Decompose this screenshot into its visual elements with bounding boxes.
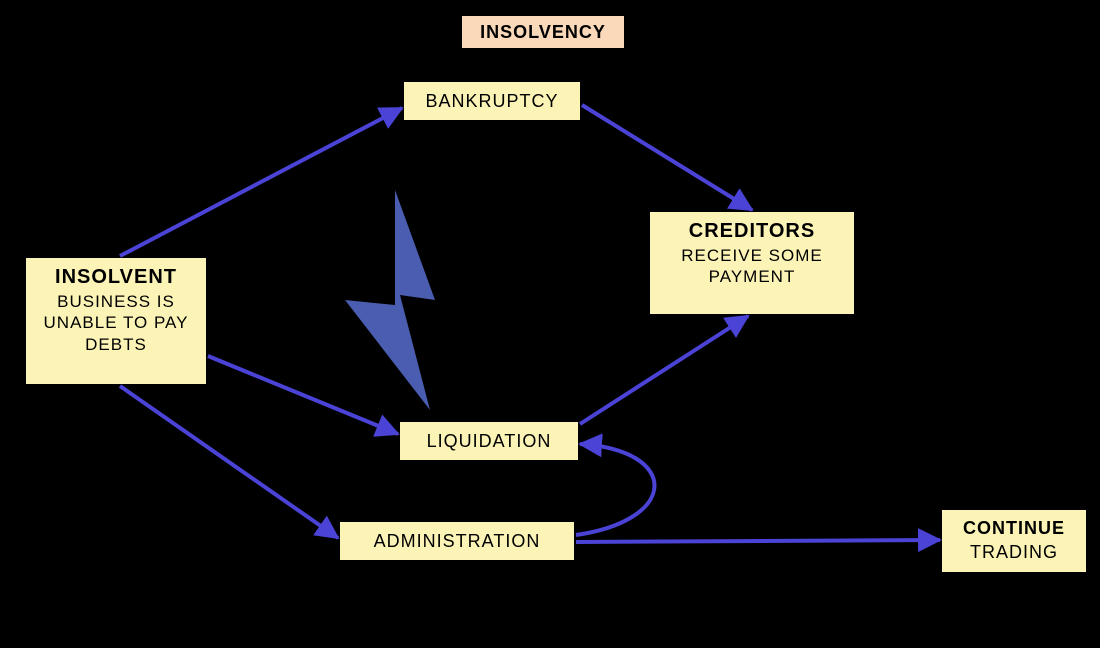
edge-insolvent-liquidation bbox=[208, 356, 398, 434]
node-continue-sub: TRADING bbox=[954, 541, 1074, 564]
node-insolvent: INSOLVENT BUSINESS IS UNABLE TO PAY DEBT… bbox=[24, 256, 208, 386]
edge-administration-liquidation bbox=[576, 444, 655, 535]
node-administration: ADMINISTRATION bbox=[338, 520, 576, 562]
edge-insolvent-bankruptcy bbox=[120, 108, 402, 256]
node-liquidation: LIQUIDATION bbox=[398, 420, 580, 462]
node-creditors-sub: RECEIVE SOME PAYMENT bbox=[662, 245, 842, 288]
edge-bankruptcy-creditors bbox=[582, 105, 752, 210]
diagram-title: INSOLVENCY bbox=[460, 14, 626, 50]
node-creditors-heading: CREDITORS bbox=[662, 220, 842, 243]
node-bankruptcy-label: BANKRUPTCY bbox=[425, 91, 558, 112]
node-administration-label: ADMINISTRATION bbox=[374, 531, 541, 552]
edge-administration-continue bbox=[576, 540, 940, 542]
lightning-bolt-icon bbox=[345, 190, 435, 410]
node-liquidation-label: LIQUIDATION bbox=[427, 431, 552, 452]
node-bankruptcy: BANKRUPTCY bbox=[402, 80, 582, 122]
edge-insolvent-administration bbox=[120, 386, 338, 538]
title-label: INSOLVENCY bbox=[480, 22, 606, 42]
node-creditors: CREDITORS RECEIVE SOME PAYMENT bbox=[648, 210, 856, 316]
node-continue-trading: CONTINUE TRADING bbox=[940, 508, 1088, 574]
edge-liquidation-creditors bbox=[580, 316, 748, 424]
node-insolvent-sub: BUSINESS IS UNABLE TO PAY DEBTS bbox=[38, 291, 194, 355]
node-insolvent-heading: INSOLVENT bbox=[38, 266, 194, 289]
node-continue-heading: CONTINUE bbox=[954, 518, 1074, 539]
